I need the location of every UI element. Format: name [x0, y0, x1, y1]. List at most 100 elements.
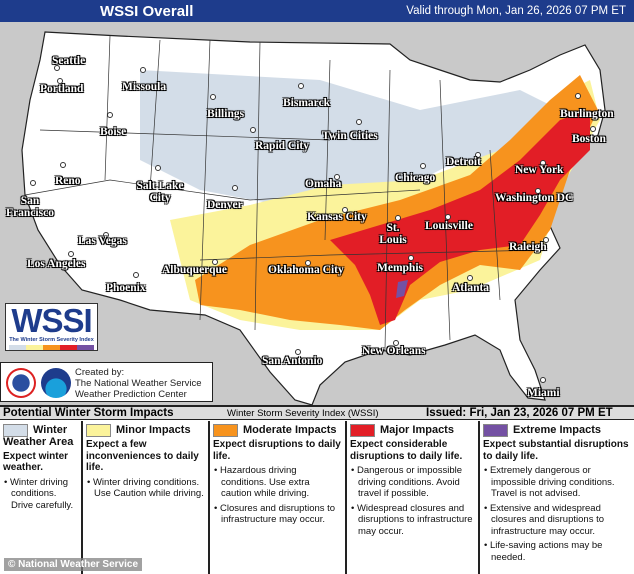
legend-index: Winter Storm Severity Index (WSSI)	[227, 408, 379, 419]
category-bullet: Dangerous or impossible driving conditio…	[350, 465, 475, 500]
legend-category-minor: Minor Impacts Expect a few inconveniences…	[83, 421, 210, 574]
legend-header: Potential Winter Storm Impacts Winter St…	[0, 407, 634, 420]
city-marker-icon	[210, 94, 216, 100]
city-label: Twin Cities	[322, 130, 378, 142]
category-bullet: Winter driving conditions. Drive careful…	[3, 477, 78, 512]
credit-line3: Weather Prediction Center	[75, 389, 187, 400]
city-marker-icon	[298, 83, 304, 89]
city-label: Miami	[527, 387, 560, 399]
city-marker-icon	[535, 188, 541, 194]
credit-line1: Created by:	[75, 367, 125, 378]
valid-time: Valid through Mon, Jan 26, 2026 07 PM ET	[406, 5, 626, 17]
city-marker-icon	[540, 160, 546, 166]
nws-logo-icon	[6, 368, 36, 398]
city-marker-icon	[420, 163, 426, 169]
city-label: Atlanta	[452, 282, 490, 294]
city-marker-icon	[212, 259, 218, 265]
city-marker-icon	[590, 126, 596, 132]
city-label: Raleigh	[509, 241, 547, 253]
category-headline: Expect considerable disruptions to daily…	[350, 439, 463, 462]
city-label: Bismarck	[283, 97, 331, 109]
city-label: Chicago	[395, 172, 436, 184]
city-marker-icon	[467, 275, 473, 281]
city-label: Memphis	[377, 262, 423, 274]
city-marker-icon	[356, 119, 362, 125]
city-marker-icon	[575, 93, 581, 99]
city-label: Salt Lake City	[136, 180, 184, 204]
city-label: Missoula	[122, 81, 167, 93]
legend-title: Potential Winter Storm Impacts	[3, 407, 174, 419]
city-marker-icon	[232, 185, 238, 191]
wssi-logo: WSSI The Winter Storm Severity Index	[5, 303, 98, 351]
legend: Potential Winter Storm Impacts Winter St…	[0, 405, 634, 574]
city-marker-icon	[250, 127, 256, 133]
city-label: Los Angeles	[27, 258, 86, 270]
city-marker-icon	[342, 207, 348, 213]
city-marker-icon	[540, 377, 546, 383]
city-marker-icon	[445, 214, 451, 220]
city-marker-icon	[305, 260, 311, 266]
city-label: Oklahoma City	[268, 264, 344, 276]
category-name: Major Impacts	[380, 424, 454, 437]
legend-category-winter: Winter Weather Area Expect winter weather…	[0, 421, 83, 574]
watermark: © National Weather Service	[4, 558, 143, 571]
legend-category-major: Major Impacts Expect considerable disrupt…	[347, 421, 480, 574]
city-label: Albuquerque	[162, 264, 227, 276]
category-bullet: Extensive and widespread closures and di…	[483, 503, 631, 538]
city-marker-icon	[30, 180, 36, 186]
category-bullet: Closures and disruptions to infrastructu…	[213, 503, 342, 526]
city-label: Denver	[207, 199, 243, 211]
legend-category-moderate: Moderate Impacts Expect disruptions to da…	[210, 421, 347, 574]
city-marker-icon	[103, 232, 109, 238]
city-label: Billings	[207, 108, 245, 120]
city-marker-icon	[57, 78, 63, 84]
city-label: New York	[515, 164, 564, 176]
logo-color-bar	[9, 345, 94, 350]
city-marker-icon	[155, 165, 161, 171]
city-marker-icon	[54, 65, 60, 71]
map-title: WSSI Overall	[100, 3, 194, 20]
city-marker-icon	[107, 112, 113, 118]
city-label: Boston	[572, 133, 606, 145]
city-label: Louisville	[425, 220, 473, 232]
swatch-major	[350, 424, 375, 437]
category-name: Extreme Impacts	[513, 424, 602, 437]
swatch-extreme	[483, 424, 508, 437]
city-label: San Antonio	[262, 355, 323, 367]
category-bullet: Life-saving actions may be needed.	[483, 540, 631, 563]
city-label: Las Vegas	[78, 235, 127, 247]
city-marker-icon	[60, 162, 66, 168]
city-label: Reno	[55, 175, 81, 187]
city-marker-icon	[68, 251, 74, 257]
city-marker-icon	[543, 237, 549, 243]
category-name: Moderate Impacts	[243, 424, 337, 437]
moderate-impact-zone	[195, 75, 598, 330]
category-bullet: Extremely dangerous or impossible drivin…	[483, 465, 631, 500]
us-map-svg	[21, 31, 606, 405]
state-borders	[24, 35, 541, 351]
city-label: Burlington	[560, 108, 614, 120]
impact-map	[0, 22, 634, 405]
winter-weather-area	[140, 70, 560, 205]
category-headline: Expect winter weather.	[3, 450, 69, 474]
major-impact-zone	[330, 110, 590, 325]
city-label: St. Louis	[379, 222, 407, 246]
logo-subtitle: The Winter Storm Severity Index	[9, 337, 94, 343]
city-label: Rapid City	[255, 140, 309, 152]
city-marker-icon	[408, 255, 414, 261]
swatch-minor	[86, 424, 111, 437]
city-label: San Francisco	[6, 195, 54, 219]
city-label: Boise	[100, 126, 127, 138]
swatch-moderate	[213, 424, 238, 437]
city-label: Portland	[40, 83, 84, 95]
city-marker-icon	[393, 340, 399, 346]
credit-box: Created by: The National Weather Service…	[0, 362, 213, 402]
category-bullet: Winter driving conditions. Use Caution w…	[86, 477, 205, 500]
city-label: Seattle	[52, 55, 86, 67]
credit-line2: The National Weather Service	[75, 378, 202, 389]
city-label: Washington DC	[495, 192, 574, 204]
city-marker-icon	[140, 67, 146, 73]
noaa-logo-icon	[41, 368, 71, 398]
impact-zones	[140, 70, 600, 330]
legend-issued: Issued: Fri, Jan 23, 2026 07 PM ET	[426, 407, 613, 419]
